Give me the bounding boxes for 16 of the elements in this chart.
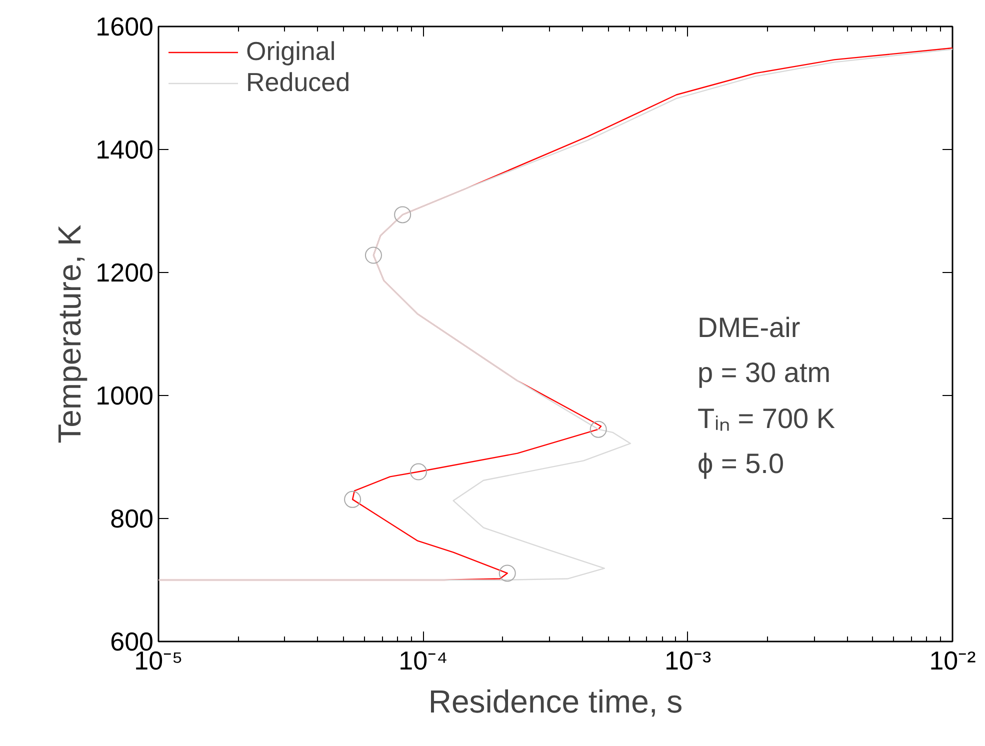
y-axis-title: Temperature, K xyxy=(52,224,88,444)
legend-label: Reduced xyxy=(246,67,350,98)
annotation: DME-air xyxy=(698,312,800,343)
y-tick-label: 1600 xyxy=(96,12,154,42)
y-tick-label: 1400 xyxy=(96,134,154,164)
x-tick-label: 10⁻³ xyxy=(664,646,712,676)
y-tick-label: 1200 xyxy=(96,258,154,288)
x-axis-title: Residence time, s xyxy=(428,684,683,720)
x-tick-label: 10⁻² xyxy=(929,646,976,676)
annotation: p = 30 atm xyxy=(698,357,831,388)
annotation: Tᵢₙ = 700 K xyxy=(698,403,836,434)
y-tick-label: 800 xyxy=(110,504,154,534)
legend-label: Original xyxy=(246,36,336,67)
annotation: ϕ = 5.0 xyxy=(698,448,784,479)
y-tick-label: 1000 xyxy=(96,380,154,410)
x-tick-label: 10⁻⁴ xyxy=(398,646,448,676)
